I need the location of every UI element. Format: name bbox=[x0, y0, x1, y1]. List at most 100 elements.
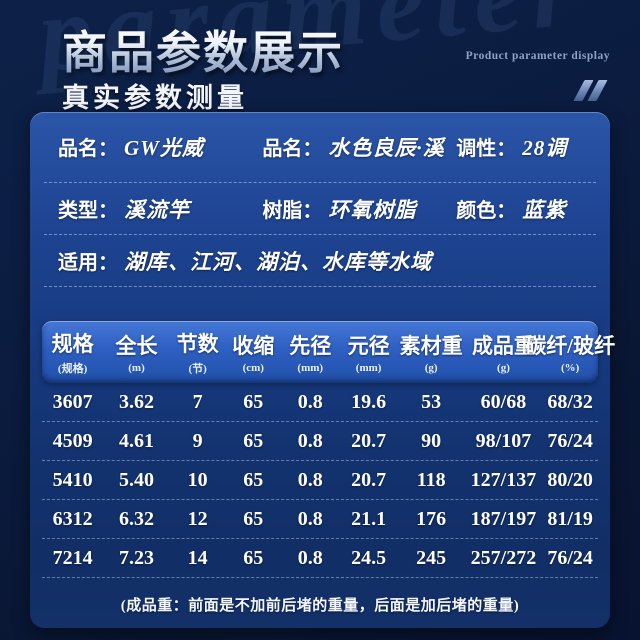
column-unit: (节) bbox=[188, 363, 207, 375]
field-label: 调性： bbox=[456, 138, 517, 160]
column-header: 节数 (节) bbox=[170, 328, 226, 376]
column-title: 全长 bbox=[115, 334, 158, 358]
table-cell: 5.40 bbox=[119, 468, 155, 491]
table-cell: 20.7 bbox=[351, 468, 387, 491]
column-title: 收缩 bbox=[232, 334, 275, 358]
table-cell: 176 bbox=[416, 507, 447, 530]
info-row: 类型： 溪流竿 树脂： 环氧树脂 颜色： 蓝紫 bbox=[44, 183, 596, 235]
table-cell: 20.7 bbox=[351, 429, 387, 452]
column-title: 规格 bbox=[51, 332, 94, 356]
table-cell: 81/19 bbox=[547, 507, 593, 530]
table-cell: 90 bbox=[421, 429, 442, 452]
finished-weight-note: (成品重：前面是不加前后堵的重量，后面是加后堵的重量) bbox=[120, 598, 520, 614]
table-cell: 0.8 bbox=[297, 507, 323, 530]
page-title: 商品参数展示 bbox=[62, 16, 344, 81]
table-cell: 98/107 bbox=[475, 429, 532, 452]
table-cell: 9 bbox=[192, 429, 203, 452]
column-unit: (g) bbox=[424, 362, 438, 374]
column-unit: (m) bbox=[128, 362, 145, 374]
table-cell: 0.8 bbox=[297, 468, 323, 491]
table-cell: 4.61 bbox=[119, 429, 155, 452]
field-value: GW光威 bbox=[124, 136, 204, 160]
table-cell: 14 bbox=[187, 546, 208, 569]
table-cell: 65 bbox=[243, 546, 264, 569]
column-unit: (mm) bbox=[355, 362, 382, 374]
column-header: 碳纤/玻纤 (%) bbox=[525, 330, 615, 374]
column-title: 素材重 bbox=[399, 334, 463, 358]
table-row: 6312 6.32 12 65 0.8 21.1 176 187/197 81/… bbox=[42, 500, 598, 539]
table-cell: 4509 bbox=[52, 429, 93, 452]
table-cell: 7.23 bbox=[119, 546, 155, 569]
spec-table: 规格 (规格) 全长 (m) 节数 (节) 收缩 (cm) 先径 (mm) 元径 (mm) … bbox=[30, 321, 615, 615]
table-cell: 0.8 bbox=[297, 429, 323, 452]
table-cell: 118 bbox=[416, 468, 446, 491]
info-row: 品名： GW光威 品名： 水色良辰·溪 调性： 28调 bbox=[44, 112, 596, 183]
page-subtitle: 真实参数测量 bbox=[62, 83, 248, 113]
column-title: 元径 bbox=[347, 334, 390, 358]
table-cell: 76/24 bbox=[547, 429, 593, 452]
table-cell: 3.62 bbox=[119, 390, 155, 413]
table-cell: 127/137 bbox=[470, 468, 537, 491]
table-cell: 6.32 bbox=[119, 507, 155, 530]
field-label: 适用： bbox=[58, 251, 118, 274]
table-cell: 80/20 bbox=[547, 468, 593, 491]
info-section: 品名： GW光威 品名： 水色良辰·溪 调性： 28调 类型： 溪流竿 树脂： … bbox=[30, 112, 610, 287]
table-cell: 65 bbox=[243, 390, 264, 413]
column-header: 全长 (m) bbox=[103, 330, 170, 374]
column-header: 规格 (规格) bbox=[42, 328, 103, 376]
column-unit: (%) bbox=[560, 362, 580, 374]
field-value: 溪流竿 bbox=[124, 197, 190, 222]
column-unit: (规格) bbox=[57, 363, 88, 375]
field-value: 湖库、江河、湖泊、水库等水域 bbox=[124, 249, 432, 274]
table-cell: 65 bbox=[243, 468, 264, 491]
double-slash-icon bbox=[573, 80, 608, 101]
table-row: 7214 7.23 14 65 0.8 24.5 245 257/272 76/… bbox=[42, 539, 598, 578]
table-cell: 7 bbox=[192, 390, 203, 413]
table-cell: 187/197 bbox=[470, 507, 537, 530]
field-value: 环氧树脂 bbox=[328, 197, 417, 222]
table-cell: 5410 bbox=[52, 468, 93, 491]
column-title: 碳纤/玻纤 bbox=[525, 334, 616, 358]
table-row: 3607 3.62 7 65 0.8 19.6 53 60/68 68/32 bbox=[42, 383, 598, 422]
table-row: 4509 4.61 9 65 0.8 20.7 90 98/107 76/24 bbox=[42, 422, 598, 461]
table-cell: 10 bbox=[187, 468, 208, 491]
parameter-panel: 品名： GW光威 品名： 水色良辰·溪 调性： 28调 类型： 溪流竿 树脂： … bbox=[30, 112, 615, 628]
field-label: 树脂： bbox=[262, 199, 323, 222]
table-cell: 12 bbox=[187, 507, 208, 530]
table-cell: 24.5 bbox=[351, 546, 387, 569]
column-header: 成品重 (g) bbox=[465, 330, 543, 374]
info-field-brand: 品名： GW光威 bbox=[58, 132, 262, 162]
table-cell: 65 bbox=[243, 507, 264, 530]
table-cell: 21.1 bbox=[351, 507, 387, 530]
column-unit: (cm) bbox=[242, 362, 264, 374]
info-field-color: 颜色： 蓝紫 bbox=[456, 194, 582, 224]
table-cell: 245 bbox=[416, 546, 447, 569]
table-cell: 68/32 bbox=[547, 390, 593, 413]
field-label: 品名： bbox=[58, 138, 118, 160]
table-cell: 60/68 bbox=[480, 390, 527, 413]
info-row: 适用： 湖库、江河、湖泊、水库等水域 bbox=[44, 235, 596, 287]
field-value: 28调 bbox=[522, 136, 568, 160]
table-cell: 76/24 bbox=[547, 546, 593, 569]
column-title: 节数 bbox=[176, 332, 219, 356]
field-label: 颜色： bbox=[456, 199, 517, 222]
info-field-type: 类型： 溪流竿 bbox=[58, 194, 262, 224]
field-label: 品名： bbox=[262, 138, 323, 160]
table-cell: 3607 bbox=[52, 390, 93, 413]
table-cell: 257/272 bbox=[470, 546, 537, 569]
table-cell: 0.8 bbox=[297, 546, 323, 569]
column-title: 成品重 bbox=[471, 334, 535, 358]
column-header: 先径 (mm) bbox=[281, 330, 339, 374]
field-value: 蓝紫 bbox=[522, 197, 567, 222]
column-header: 收缩 (cm) bbox=[225, 330, 281, 374]
info-field-applicable-waters: 适用： 湖库、江河、湖泊、水库等水域 bbox=[58, 246, 582, 276]
column-unit: (mm) bbox=[297, 362, 324, 374]
spec-table-header: 规格 (规格) 全长 (m) 节数 (节) 收缩 (cm) 先径 (mm) 元径 (mm) … bbox=[42, 321, 615, 383]
field-value: 水色良辰·溪 bbox=[328, 136, 445, 160]
column-title: 先径 bbox=[289, 334, 332, 358]
table-cell: 19.6 bbox=[351, 390, 387, 413]
info-field-action: 调性： 28调 bbox=[456, 132, 582, 162]
field-label: 类型： bbox=[58, 199, 118, 222]
info-field-resin: 树脂： 环氧树脂 bbox=[262, 194, 456, 224]
page-title-english: Product parameter display bbox=[465, 50, 610, 62]
